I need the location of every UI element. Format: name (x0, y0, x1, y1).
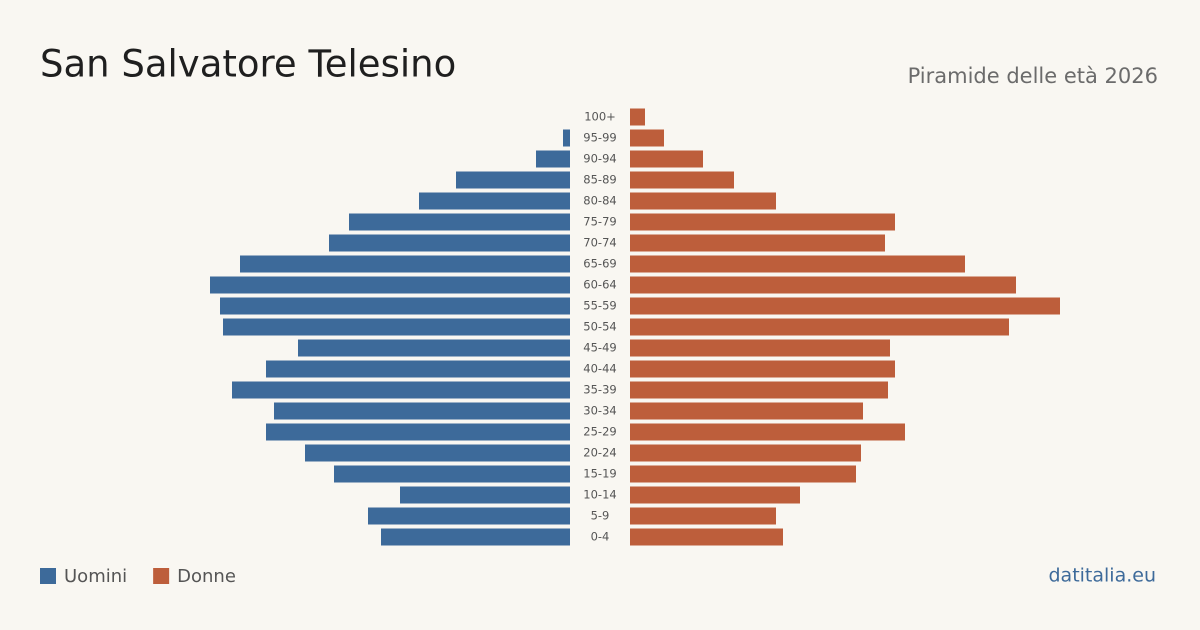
chart-title: San Salvatore Telesino (40, 43, 456, 86)
bar (536, 150, 570, 168)
legend-swatch (40, 568, 56, 584)
age-label: 40-44 (583, 362, 616, 376)
age-label: 70-74 (583, 236, 616, 250)
bar (630, 486, 800, 504)
age-label: 85-89 (583, 173, 616, 187)
bar (630, 276, 1016, 294)
bar (630, 297, 1060, 315)
bar (349, 213, 570, 231)
age-label: 30-34 (583, 404, 616, 418)
bar (456, 171, 570, 189)
bar (630, 234, 885, 252)
age-label: 25-29 (583, 425, 616, 439)
bar (563, 129, 570, 147)
age-label: 35-39 (583, 383, 616, 397)
bar (368, 507, 570, 525)
legend-label: Donne (177, 566, 236, 587)
age-label: 65-69 (583, 257, 616, 271)
bar (400, 486, 570, 504)
age-label: 0-4 (591, 530, 610, 544)
bar (305, 444, 570, 462)
age-label: 50-54 (583, 320, 616, 334)
age-label: 95-99 (583, 131, 616, 145)
bar (329, 234, 570, 252)
age-label: 45-49 (583, 341, 616, 355)
bar (630, 381, 888, 399)
bar (210, 276, 570, 294)
bar (630, 192, 776, 210)
bar (630, 339, 890, 357)
bar (630, 318, 1009, 336)
bar (298, 339, 570, 357)
chart-subtitle: Piramide delle età 2026 (908, 64, 1158, 88)
source: datitalia.eu (1049, 565, 1157, 587)
age-label: 15-19 (583, 467, 616, 481)
bar (630, 213, 895, 231)
bar (266, 423, 570, 441)
age-label: 100+ (584, 110, 616, 124)
bar (630, 465, 856, 483)
bar (220, 297, 570, 315)
bar (240, 255, 570, 273)
age-label: 90-94 (583, 152, 616, 166)
bar (381, 528, 570, 546)
bar (630, 360, 895, 378)
bar (630, 507, 776, 525)
bar (630, 255, 965, 273)
bar (630, 528, 783, 546)
bar (223, 318, 570, 336)
bar (630, 171, 734, 189)
bar (630, 108, 645, 126)
bar (630, 402, 863, 420)
age-label: 10-14 (583, 488, 616, 502)
legend-swatch (153, 568, 170, 584)
age-label: 5-9 (591, 509, 610, 523)
bar (266, 360, 570, 378)
age-label: 60-64 (583, 278, 616, 292)
age-label: 75-79 (583, 215, 616, 229)
legend-label: Uomini (64, 566, 127, 587)
bar (419, 192, 570, 210)
age-label: 55-59 (583, 299, 616, 313)
age-label: 80-84 (583, 194, 616, 208)
bar (274, 402, 570, 420)
bar (334, 465, 570, 483)
bar (630, 150, 703, 168)
bar (630, 444, 861, 462)
age-label: 20-24 (583, 446, 616, 460)
bar (232, 381, 570, 399)
bar (630, 423, 905, 441)
bar (630, 129, 664, 147)
